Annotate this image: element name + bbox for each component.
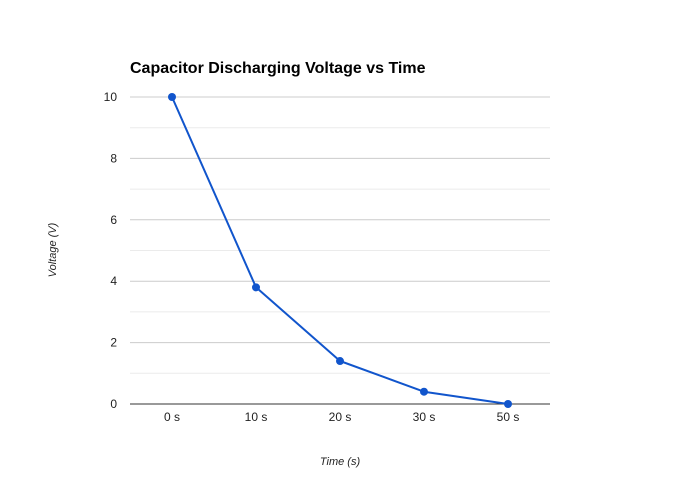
grid-lines [130,96,550,374]
y-tick-label: 2 [110,336,117,350]
y-tick-label: 4 [110,274,117,288]
data-point [420,387,428,396]
tick-labels: 0 2 4 6 8 10 0 s 10 s 20 s 30 s 50 s [104,90,520,424]
data-point [168,93,176,101]
x-tick-label: 10 s [245,410,268,424]
y-tick-label: 10 [104,90,118,104]
y-tick-label: 8 [110,151,117,165]
data-point [252,283,260,292]
data-point [504,400,512,408]
x-axis-title: Time (s) [320,456,361,468]
x-tick-label: 30 s [413,410,436,424]
y-axis-title: Voltage (V) [47,222,59,277]
series-group [168,93,512,408]
y-tick-label: 0 [110,397,117,411]
x-tick-label: 20 s [329,410,352,424]
y-tick-label: 6 [110,213,117,227]
data-point [336,357,344,366]
chart-title: Capacitor Discharging Voltage vs Time [130,60,426,77]
x-tick-label: 50 s [497,410,520,424]
x-tick-label: 0 s [164,410,180,424]
